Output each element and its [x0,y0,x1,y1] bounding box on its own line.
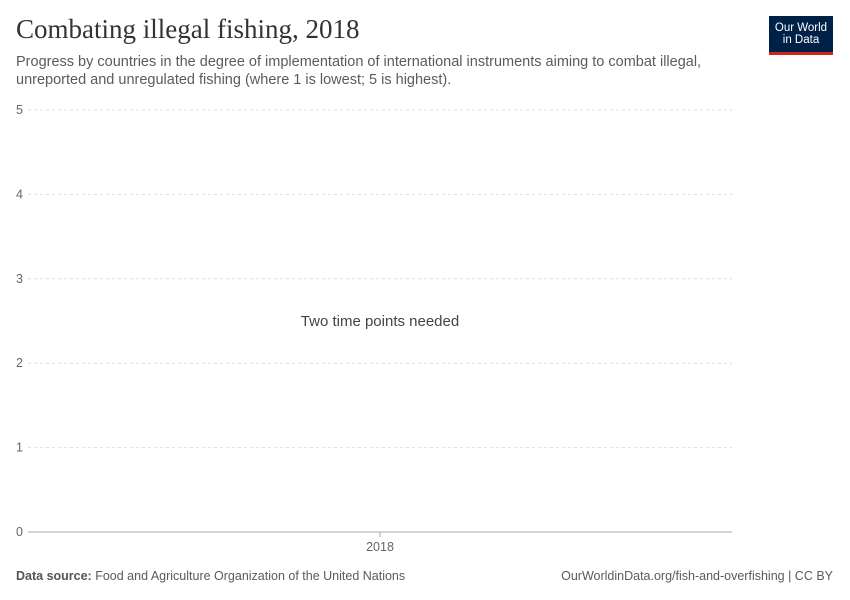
data-source: Data source: Food and Agriculture Organi… [16,569,405,583]
y-tick-label: 3 [16,272,23,286]
owid-logo[interactable]: Our World in Data [769,16,833,55]
no-data-message: Two time points needed [301,313,459,330]
logo-line-1: Our World [774,22,828,34]
y-tick-label: 1 [16,441,23,455]
y-tick-label: 2 [16,356,23,370]
x-tick-label: 2018 [366,540,394,554]
chart-subtitle: Progress by countries in the degree of i… [16,54,702,88]
logo-line-2: in Data [782,34,820,46]
source-url[interactable]: OurWorldinData.org/fish-and-overfishing … [561,569,833,583]
y-tick-label: 5 [16,103,23,117]
data-source-label: Data source: [16,569,92,583]
data-source-text: Food and Agriculture Organization of the… [95,569,406,583]
y-tick-label: 4 [16,187,23,201]
chart-title: Combating illegal fishing, 2018 [16,14,360,44]
y-tick-label: 0 [16,525,23,539]
